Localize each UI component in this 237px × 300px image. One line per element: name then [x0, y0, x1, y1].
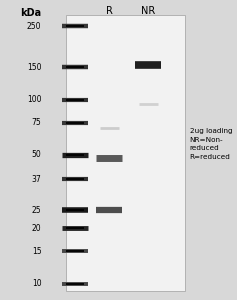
Text: 250: 250: [27, 22, 41, 31]
Text: 37: 37: [32, 175, 41, 184]
Text: 10: 10: [32, 279, 41, 288]
Text: 15: 15: [32, 247, 41, 256]
Text: NR: NR: [141, 5, 155, 16]
Text: R: R: [105, 5, 113, 16]
Text: 25: 25: [32, 206, 41, 215]
Text: kDa: kDa: [20, 8, 41, 19]
Text: 150: 150: [27, 63, 41, 72]
Text: 20: 20: [32, 224, 41, 232]
Bar: [66, 15, 185, 291]
Text: 100: 100: [27, 95, 41, 104]
Text: 75: 75: [32, 118, 41, 127]
Text: 50: 50: [32, 151, 41, 160]
Text: 2ug loading
NR=Non-
reduced
R=reduced: 2ug loading NR=Non- reduced R=reduced: [190, 128, 232, 160]
